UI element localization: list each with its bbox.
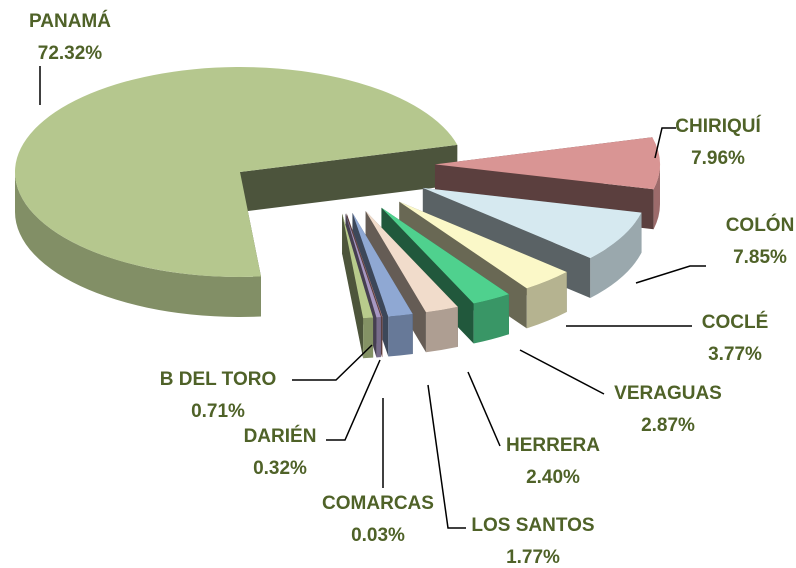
pie-slice [434, 137, 660, 190]
slice-value-label: 72.32% [38, 43, 103, 64]
pie-slice [345, 213, 381, 318]
leader-line [519, 349, 605, 395]
pie-slice [352, 212, 413, 317]
slice-label: HERRERA [506, 435, 600, 456]
slice-value-label: 2.40% [526, 467, 580, 488]
slice-label: COLÓN [726, 214, 795, 236]
slice-label: LOS SANTOS [471, 515, 594, 536]
slice-value-label: 7.96% [691, 148, 745, 169]
slice-side [653, 164, 660, 230]
pie-slice [422, 187, 642, 258]
slice-value-label: 0.03% [351, 525, 405, 546]
slice-side [363, 317, 374, 359]
slice-side [425, 306, 458, 353]
slice-label: VERAGUAS [614, 383, 722, 404]
leader-line [427, 384, 466, 529]
slice-label: COMARCAS [322, 493, 434, 514]
slice-value-label: 2.87% [641, 415, 695, 436]
slice-side [590, 212, 642, 298]
slice-side [376, 317, 381, 358]
pie-slice [399, 201, 567, 289]
leader-line [467, 371, 501, 447]
slice-label: PANAMÁ [29, 10, 111, 32]
pie-slice [346, 213, 383, 318]
slice-label: DARIÉN [244, 425, 317, 447]
leader-line [635, 265, 706, 284]
slice-side [342, 213, 364, 359]
pie-slice [14, 66, 458, 277]
slice-label: B DEL TORO [160, 369, 276, 390]
pie-slice [342, 213, 374, 319]
slice-value-label: 7.85% [733, 247, 787, 268]
slice-side [15, 172, 261, 317]
slice-value-label: 3.77% [708, 344, 762, 365]
slice-value-label: 1.77% [506, 547, 560, 568]
slice-side [388, 314, 413, 357]
slice-value-label: 0.32% [253, 458, 307, 479]
pie-slice [381, 207, 509, 304]
leader-line [654, 127, 676, 159]
slice-label: CHIRIQUÍ [675, 115, 761, 137]
slice-side [526, 271, 567, 329]
slice-value-label: 0.71% [191, 401, 245, 422]
slice-side [240, 144, 458, 212]
slice-label: COCLÉ [702, 311, 769, 333]
pie-slice [365, 211, 458, 313]
leader-line [326, 359, 381, 441]
leader-line [292, 344, 373, 381]
slice-side [473, 294, 509, 344]
